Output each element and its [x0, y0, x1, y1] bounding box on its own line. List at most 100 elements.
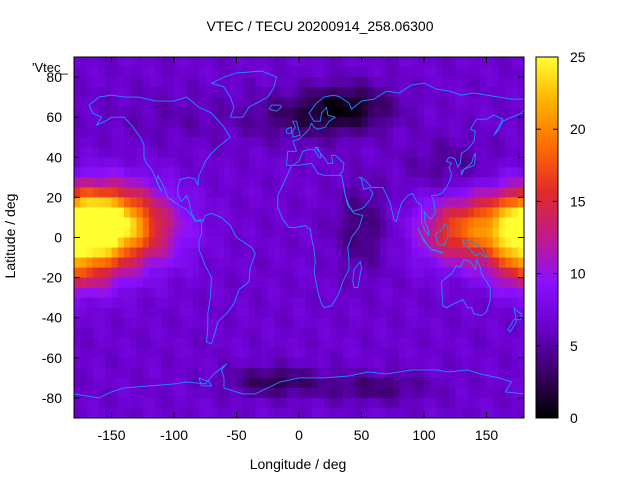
heatmap-cell [86, 127, 94, 138]
heatmap-cell [92, 277, 100, 289]
heatmap-cell [399, 357, 406, 369]
heatmap-cell [74, 77, 81, 88]
heatmap-cell [280, 387, 288, 399]
heatmap-cell [192, 347, 200, 359]
heatmap-cell [255, 127, 263, 138]
heatmap-cell [367, 277, 375, 289]
heatmap-cell [386, 277, 394, 289]
heatmap-cell [117, 207, 125, 219]
heatmap-cell [130, 57, 138, 68]
heatmap-cell [374, 327, 381, 339]
heatmap-cell [299, 127, 306, 138]
heatmap-cell [486, 187, 494, 198]
heatmap-cell [117, 117, 125, 128]
heatmap-cell [511, 67, 519, 78]
heatmap-cell [411, 167, 419, 178]
heatmap-cell [449, 357, 456, 369]
heatmap-cell [442, 87, 450, 98]
heatmap-cell [242, 407, 250, 418]
heatmap-cell [486, 167, 494, 178]
heatmap-cell [167, 137, 175, 148]
heatmap-cell [367, 237, 375, 249]
heatmap-cell [255, 257, 263, 269]
heatmap-cell [280, 247, 288, 259]
heatmap-cell [311, 177, 319, 188]
heatmap-cell [511, 137, 519, 148]
heatmap-cell [267, 107, 275, 118]
heatmap-cell [380, 247, 388, 259]
heatmap-cell [511, 287, 519, 299]
heatmap-cell [230, 327, 238, 339]
x-tick-label: 50 [354, 427, 370, 443]
heatmap-cell [111, 297, 119, 309]
heatmap-cell [417, 287, 425, 299]
heatmap-cell [286, 277, 294, 289]
heatmap-cell [249, 317, 256, 329]
heatmap-cell [261, 107, 269, 118]
heatmap-cell [386, 97, 394, 108]
heatmap-cell [517, 277, 524, 289]
heatmap-cell [461, 387, 469, 399]
heatmap-cell [255, 337, 263, 349]
heatmap-cell [436, 397, 444, 409]
heatmap-cell [405, 347, 413, 359]
heatmap-cell [230, 347, 238, 359]
heatmap-cell [155, 67, 163, 78]
heatmap-cell [486, 307, 494, 319]
heatmap-cell [199, 147, 206, 158]
heatmap-cell [280, 267, 288, 279]
heatmap-cell [211, 217, 219, 229]
heatmap-cell [405, 157, 413, 168]
heatmap-cell [236, 127, 244, 138]
heatmap-cell [286, 107, 294, 118]
heatmap-cell [361, 277, 369, 289]
heatmap-cell [192, 177, 200, 188]
heatmap-cell [349, 57, 356, 68]
heatmap-cell [467, 137, 475, 148]
heatmap-cell [286, 187, 294, 198]
heatmap-cell [267, 347, 275, 359]
heatmap-cell [236, 347, 244, 359]
heatmap-cell [105, 347, 113, 359]
heatmap-cell [92, 187, 100, 198]
heatmap-cell [480, 107, 488, 118]
heatmap-cell [374, 217, 381, 229]
heatmap-cell [255, 177, 263, 188]
heatmap-cell [361, 147, 369, 158]
heatmap-cell [86, 137, 94, 148]
heatmap-cell [280, 167, 288, 178]
heatmap-cell [80, 117, 88, 128]
heatmap-cell [155, 147, 163, 158]
heatmap-cell [217, 147, 225, 158]
heatmap-cell [424, 277, 431, 289]
heatmap-cell [74, 117, 81, 128]
heatmap-cell [255, 297, 263, 309]
heatmap-cell [517, 87, 524, 98]
heatmap-cell [267, 97, 275, 108]
heatmap-cell [142, 387, 150, 399]
heatmap-cell [467, 167, 475, 178]
heatmap-cell [505, 217, 513, 229]
heatmap-cell [186, 307, 194, 319]
heatmap-cell [436, 327, 444, 339]
heatmap-cell [386, 67, 394, 78]
heatmap-cell [142, 397, 150, 409]
heatmap-cell [442, 357, 450, 369]
heatmap-cell [505, 107, 513, 118]
heatmap-cell [130, 97, 138, 108]
heatmap-cell [336, 227, 344, 239]
heatmap-cell [142, 257, 150, 269]
heatmap-cell [242, 297, 250, 309]
heatmap-cell [242, 147, 250, 158]
heatmap-cell [480, 297, 488, 309]
heatmap-cell [417, 297, 425, 309]
heatmap-cell [511, 167, 519, 178]
heatmap-cell [486, 247, 494, 259]
heatmap-cell [455, 197, 463, 209]
heatmap-cell [186, 287, 194, 299]
heatmap-cell [174, 307, 181, 319]
heatmap-cell [261, 57, 269, 68]
heatmap-cell [455, 177, 463, 188]
heatmap-cell [155, 257, 163, 269]
heatmap-cell [330, 407, 338, 418]
